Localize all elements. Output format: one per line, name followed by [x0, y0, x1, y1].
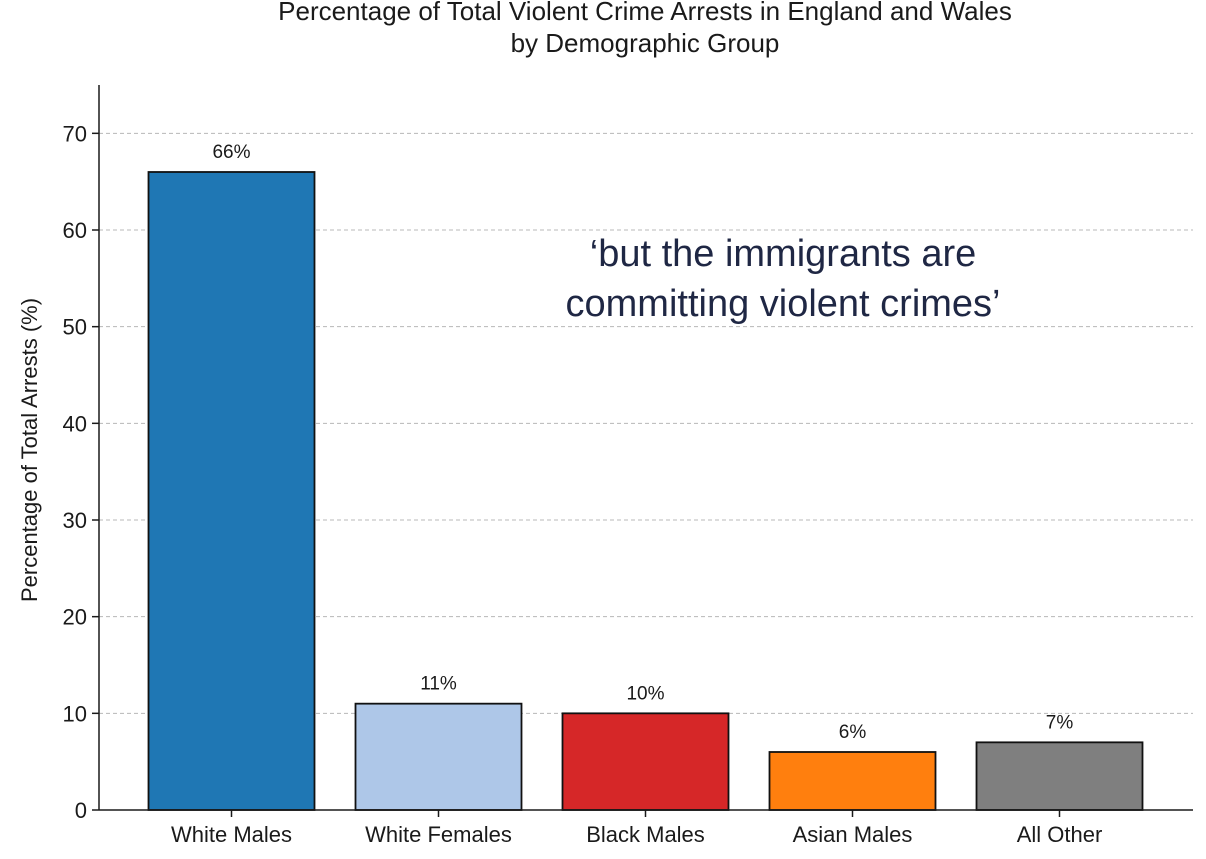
y-tick-label: 10 — [63, 701, 87, 726]
x-axis-ticks: White Males White Females Black Males Asian… — [171, 810, 1102, 847]
y-tick-label: 40 — [63, 411, 87, 436]
y-tick-label: 20 — [63, 605, 87, 630]
bar-value-label: 10% — [626, 683, 664, 704]
bar-value-label: 11% — [420, 674, 457, 695]
y-axis-ticks: 0 10 20 30 40 50 60 70 — [63, 121, 99, 823]
bar-value-label: 7% — [1046, 712, 1074, 733]
bar-value-label: 66% — [212, 142, 250, 163]
bar-white-males — [147, 171, 316, 811]
x-tick-label: Asian Males — [793, 822, 913, 847]
annotation: ‘but the immigrants are committing violen… — [566, 233, 1001, 325]
bar-all-other — [975, 741, 1144, 811]
y-tick-label: 70 — [63, 121, 87, 146]
x-tick-label: White Females — [365, 822, 512, 847]
x-tick-label: White Males — [171, 822, 292, 847]
bar-black-males — [561, 712, 730, 811]
y-tick-label: 30 — [63, 508, 87, 533]
y-tick-label: 50 — [63, 315, 87, 340]
bar-asian-males — [768, 751, 937, 811]
y-tick-label: 0 — [75, 798, 87, 823]
y-axis-label: Percentage of Total Arrests (%) — [17, 298, 42, 602]
data-labels: 66% 11% 10% 6% 7% — [212, 142, 1073, 743]
x-tick-label: All Other — [1017, 822, 1103, 847]
chart-subtitle: by Demographic Group — [511, 28, 780, 58]
bars — [147, 171, 1144, 811]
y-tick-label: 60 — [63, 218, 87, 243]
annotation-line: ‘but the immigrants are — [590, 233, 977, 275]
bar-value-label: 6% — [839, 722, 867, 743]
annotation-line: committing violent crimes’ — [566, 283, 1001, 325]
x-tick-label: Black Males — [586, 822, 705, 847]
chart-title: Percentage of Total Violent Crime Arrest… — [278, 0, 1012, 26]
bar-white-females — [354, 702, 523, 811]
